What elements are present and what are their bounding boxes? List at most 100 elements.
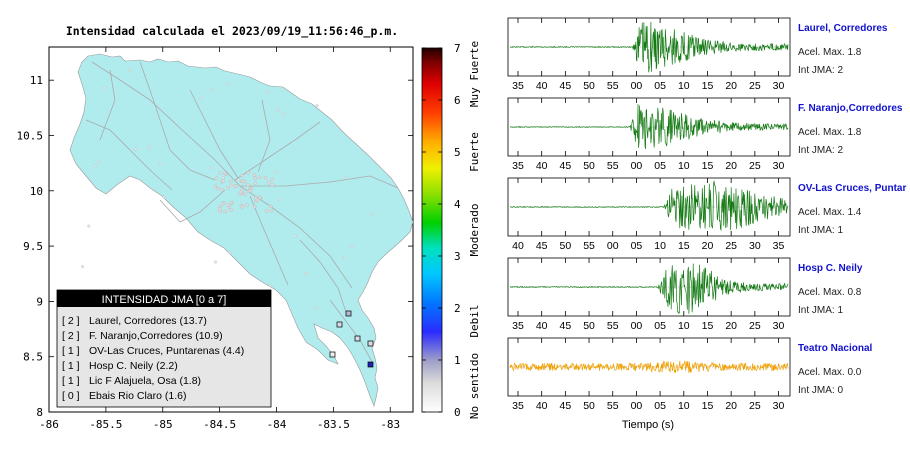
waveform-tick-label: 45 xyxy=(560,80,572,92)
waveform-tick-label: 55 xyxy=(583,240,595,252)
colorbar-tick-label: 3 xyxy=(454,250,461,263)
city-dot xyxy=(147,145,151,149)
waveform-tick-label: 05 xyxy=(654,400,666,412)
colorbar-tick-label: 4 xyxy=(454,198,461,211)
legend-entry-label: F. Naranjo,Corredores (10.9) xyxy=(89,330,223,342)
station-marker xyxy=(367,340,374,347)
city-dot xyxy=(344,176,348,180)
map-title: Intensidad calculada el 2023/09/19_11:56… xyxy=(66,24,398,39)
waveform-tick-label: 40 xyxy=(536,160,548,172)
waveform-tick-label: 40 xyxy=(512,240,524,252)
waveform-panels: 35 40 45 50 55 00 05 10 15 20 25 30 35 40 45 50 55 00 05 10… xyxy=(507,17,791,412)
legend-entry-label: Laurel, Corredores (13.7) xyxy=(89,315,207,327)
city-dot xyxy=(303,271,307,275)
legend-entry-label: Lic F Alajuela, Osa (1.8) xyxy=(89,375,201,387)
waveform-tick-label: 20 xyxy=(725,320,737,332)
waveform-tick-label: 15 xyxy=(702,400,714,412)
city-dot xyxy=(274,170,278,174)
station-name: Hosp C. Neily xyxy=(798,263,863,274)
city-dot xyxy=(220,201,225,206)
station-name: Teatro Nacional xyxy=(798,343,873,354)
city-dot xyxy=(226,185,230,190)
station-marker xyxy=(367,361,374,368)
city-dot xyxy=(158,161,162,165)
waveform-tick-label: 30 xyxy=(773,80,785,92)
colorbar-category-label: Fuerte xyxy=(468,132,481,172)
city-dot xyxy=(314,306,318,310)
road-line xyxy=(299,239,347,313)
map-x-tick-label: -85 xyxy=(153,418,173,431)
city-dot xyxy=(127,68,131,72)
city-dot xyxy=(245,203,249,207)
waveform-tick-label: 50 xyxy=(583,160,595,172)
waveform-tick-label: 10 xyxy=(654,240,666,252)
map-x-tick-label: -86 xyxy=(39,418,59,431)
map-y-tick-label: 8.5 xyxy=(23,351,43,364)
peak-acceleration: Acel. Max. 0.0 xyxy=(798,367,862,378)
map-x-tick-label: -84.5 xyxy=(203,418,236,431)
station-marker xyxy=(329,351,336,358)
city-dot xyxy=(162,195,166,199)
city-dot xyxy=(276,108,280,112)
station-name: OV-Las Cruces, Puntar xyxy=(798,183,907,194)
waveform-tick-label: 40 xyxy=(536,400,548,412)
waveform-panel: 35 40 45 50 55 00 05 10 15 20 25 30 xyxy=(507,337,791,412)
x-axis-label: Tiempo (s) xyxy=(622,419,674,431)
city-dot xyxy=(221,179,225,183)
waveform-tick-label: 35 xyxy=(773,240,785,252)
city-dot xyxy=(213,260,217,264)
waveform-tick-label: 25 xyxy=(749,400,761,412)
waveform-tick-label: 05 xyxy=(654,160,666,172)
waveform-trace xyxy=(509,180,789,231)
city-dot xyxy=(248,189,252,193)
costa-rica-land xyxy=(69,53,414,407)
waveform-tick-label: 15 xyxy=(702,80,714,92)
waveform-tick-label: 10 xyxy=(678,80,690,92)
waveform-tick-label: 35 xyxy=(512,160,524,172)
waveform-tick-label: 20 xyxy=(725,160,737,172)
legend-entry-code: [ 0 ] xyxy=(62,390,80,402)
waveform-trace xyxy=(509,360,789,374)
map-x-axis: -86 -85.5 -85 -84.5 -84 -83.5 -83 xyxy=(39,47,400,431)
city-dot xyxy=(264,208,269,213)
city-dot xyxy=(94,164,97,168)
legend-entries: [ 2 ] Laurel, Corredores (13.7) [ 2 ] F. Na… xyxy=(62,315,244,402)
waveform-tick-label: 05 xyxy=(654,320,666,332)
city-dot xyxy=(293,234,297,238)
waveform-tick-label: 15 xyxy=(702,320,714,332)
city-dot xyxy=(257,175,262,180)
waveform-tick-label: 30 xyxy=(773,160,785,172)
map-y-tick-label: 10.5 xyxy=(17,129,44,142)
city-dot xyxy=(229,208,233,213)
colorbar-category-label: Moderado xyxy=(468,204,481,257)
waveform-tick-label: 00 xyxy=(631,400,643,412)
waveform-tick-label: 25 xyxy=(749,80,761,92)
city-dot xyxy=(81,265,84,269)
legend-box xyxy=(56,289,272,408)
waveform-tick-label: 55 xyxy=(607,160,619,172)
map-y-tick-label: 10 xyxy=(30,185,43,198)
waveform-tick-label: 10 xyxy=(678,160,690,172)
road-line xyxy=(139,61,216,181)
waveform-tick-label: 55 xyxy=(607,400,619,412)
station-marker xyxy=(345,310,352,317)
waveform-panel: 40 45 50 55 00 05 10 15 20 25 30 35 xyxy=(507,177,791,252)
city-dot xyxy=(315,104,319,107)
waveform-tick-label: 25 xyxy=(725,240,737,252)
road-line xyxy=(329,299,373,363)
city-dot xyxy=(210,166,214,170)
city-dot xyxy=(267,180,271,185)
city-dot xyxy=(255,198,260,202)
map-x-tick-label: -83.5 xyxy=(317,418,350,431)
legend-entry-label: Ebais Rio Claro (1.6) xyxy=(89,390,186,402)
waveform-trace xyxy=(509,263,789,314)
waveform-tick-label: 15 xyxy=(702,160,714,172)
waveform-panel: 35 40 45 50 55 00 05 10 15 20 25 30 xyxy=(507,17,791,92)
peak-acceleration: Acel. Max. 1.8 xyxy=(798,127,862,138)
map-y-tick-label: 11 xyxy=(30,74,43,87)
city-dot xyxy=(269,284,272,288)
legend-entry-code: [ 1 ] xyxy=(62,345,80,357)
city-dot xyxy=(103,86,107,90)
